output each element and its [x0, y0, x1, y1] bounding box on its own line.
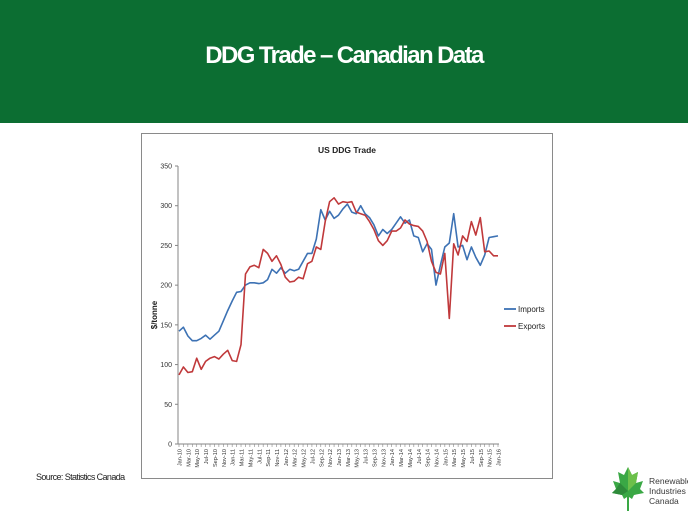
logo-line-1: Renewable — [649, 476, 688, 486]
x-tick-label: Mar-15 — [452, 449, 458, 467]
y-tick-label: 300 — [160, 203, 172, 210]
x-tick-label: Nov-15 — [488, 449, 494, 467]
x-tick-label: Sep-12 — [319, 449, 325, 467]
maple-leaf-icon — [612, 467, 644, 511]
x-tick-label: Jan-12 — [284, 449, 290, 466]
y-axis-label: $/tonne — [150, 300, 159, 329]
source-note: Source: Statistics Canada — [36, 472, 125, 482]
x-tick-label: Jan-15 — [443, 449, 449, 466]
x-tick-label: Mar-14 — [399, 449, 405, 467]
logo-line-2: Industries — [649, 486, 686, 496]
x-tick-label: Sep-10 — [213, 449, 219, 467]
y-tick-label: 100 — [160, 362, 172, 369]
y-tick-label: 200 — [160, 283, 172, 290]
chart-container: US DDG Trade 0 50 100 150 200 250 300 350 $/tonne… — [141, 133, 553, 479]
x-tick-label: Nov-12 — [328, 449, 334, 467]
y-tick-label: 350 — [160, 164, 172, 171]
x-tick-label: Jul-15 — [470, 449, 476, 464]
x-tick-label: Jan-11 — [231, 449, 237, 466]
x-tick-label: May-11 — [248, 449, 254, 467]
x-tick-label: Jan-16 — [497, 449, 503, 466]
x-tick-label: Jul-14 — [417, 449, 423, 464]
x-tick-label: May-15 — [461, 449, 467, 468]
series-line-imports — [178, 203, 499, 342]
x-tick-label: Nov-13 — [381, 449, 387, 467]
x-tick-label: Mar-12 — [293, 449, 299, 467]
logo-line-3: Canada — [649, 496, 679, 506]
x-tick-label: Sep-11 — [266, 449, 272, 467]
x-tick-label: May-10 — [195, 449, 201, 468]
x-tick-label: Jan-10 — [178, 449, 184, 466]
x-tick-label: Mar-11 — [240, 449, 246, 466]
x-tick-label: Nov-14 — [434, 449, 440, 467]
x-tick-label: Nov-10 — [222, 449, 228, 467]
x-tick-label: Jan-14 — [390, 449, 396, 466]
title-banner — [0, 0, 688, 123]
x-tick-label: Sep-14 — [426, 449, 432, 467]
legend-label-exports: Exports — [518, 322, 545, 331]
x-tick-label: May-14 — [408, 449, 414, 468]
x-tick-label: Jul-10 — [204, 449, 210, 464]
logo-text: Renewable Industries Canada — [649, 476, 688, 506]
y-tick-label: 50 — [164, 402, 172, 409]
x-tick-label: May-13 — [355, 449, 361, 468]
y-tick-label: 250 — [160, 243, 172, 250]
series-line-exports — [178, 196, 498, 376]
slide-title: DDG Trade – Canadian Data — [205, 42, 484, 69]
x-tick-label: Jul-13 — [364, 449, 370, 464]
x-tick-label: Sep-13 — [372, 449, 378, 467]
y-tick-label: 150 — [160, 322, 172, 329]
x-tick-label: Nov-11 — [275, 449, 281, 467]
x-tick-label: Sep-15 — [479, 449, 485, 467]
x-tick-label: Jan-13 — [337, 449, 343, 466]
chart-title: US DDG Trade — [318, 145, 376, 155]
x-tick-label: May-12 — [302, 449, 308, 468]
x-tick-label: Mar-13 — [346, 449, 352, 467]
y-tick-label: 0 — [168, 442, 172, 449]
legend-label-imports: Imports — [518, 305, 545, 314]
x-tick-label: Mar-10 — [186, 449, 192, 467]
line-chart: US DDG Trade 0 50 100 150 200 250 300 350 $/tonne… — [150, 145, 545, 468]
x-tick-label: Jul-12 — [310, 449, 316, 464]
x-tick-label: Jul-11 — [257, 449, 263, 464]
